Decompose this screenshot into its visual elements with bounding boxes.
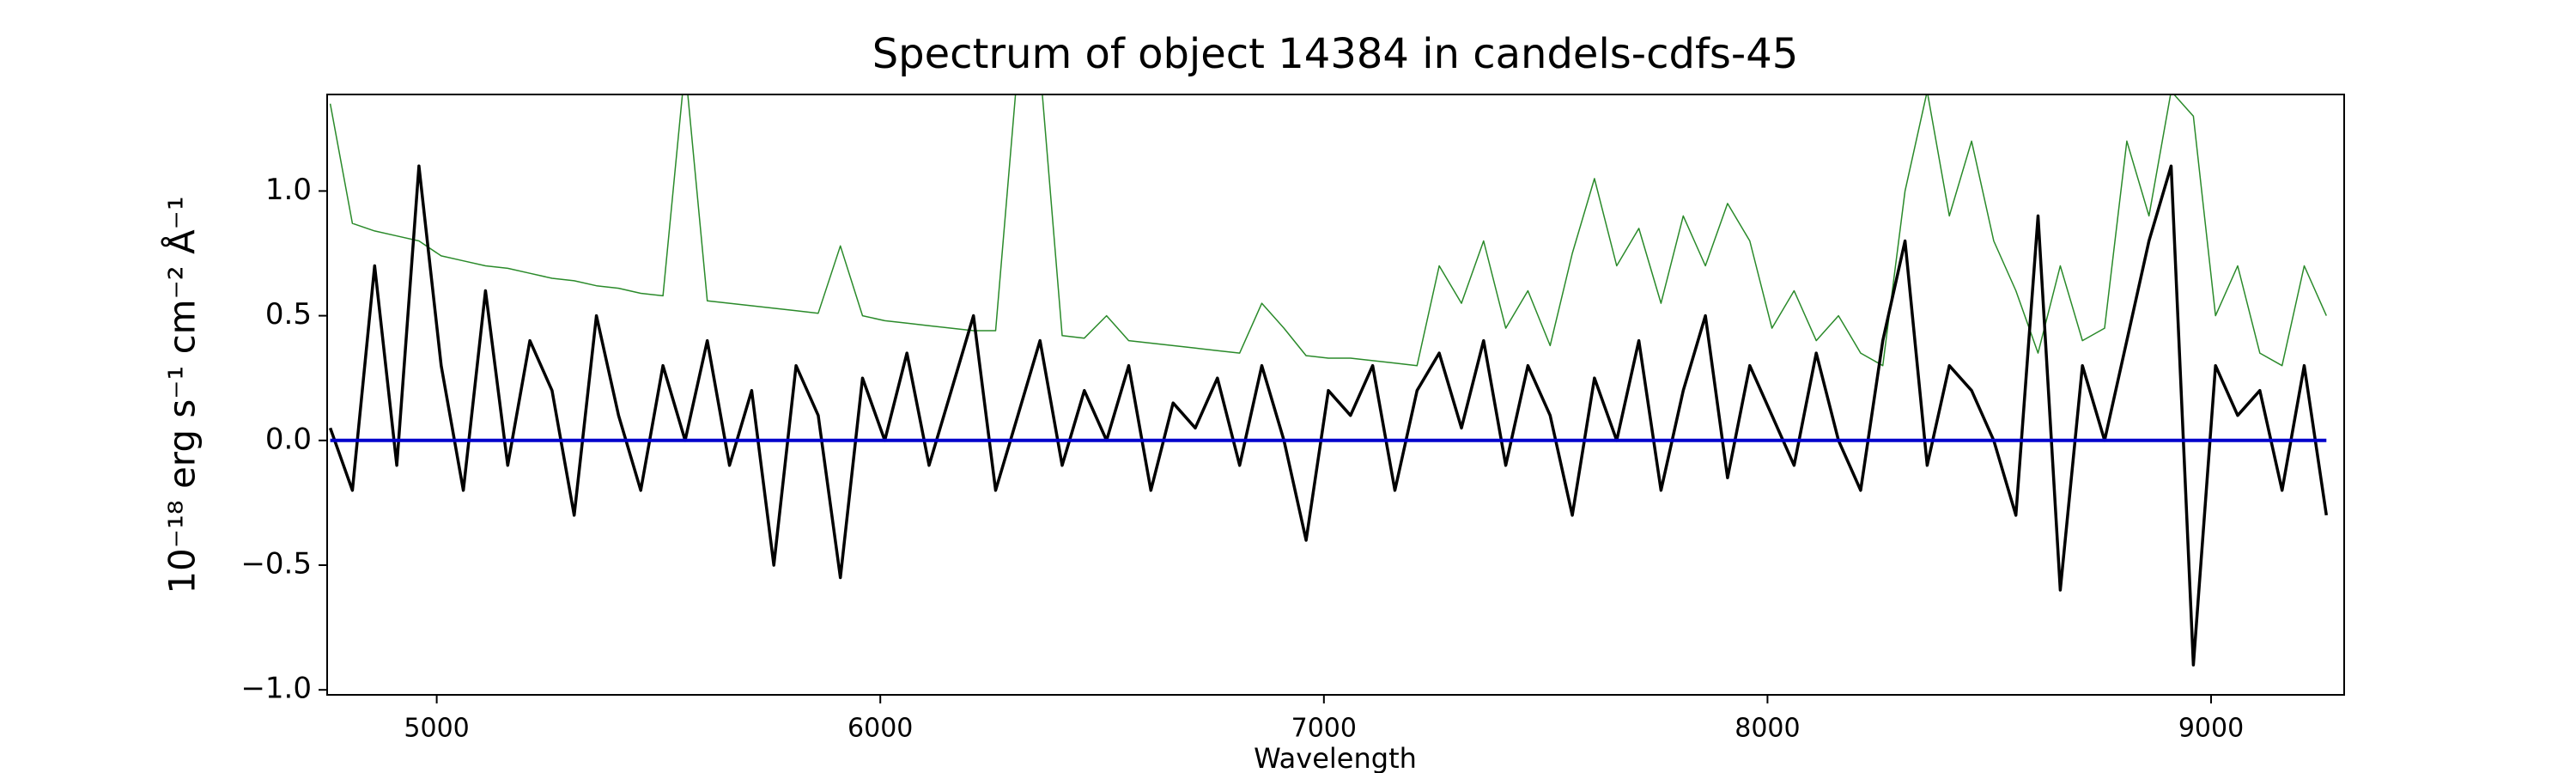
x-tick-label: 8000 <box>1735 714 1800 744</box>
x-tick-label: 9000 <box>2178 714 2244 744</box>
chart-title: Spectrum of object 14384 in candels-cdfs… <box>872 30 1799 78</box>
y-tick-label: 1.0 <box>265 173 312 207</box>
x-tick-label: 5000 <box>404 714 469 744</box>
x-tick-label: 6000 <box>848 714 913 744</box>
y-tick-label: 0.5 <box>265 297 312 332</box>
x-axis-label: Wavelength <box>1254 742 1417 773</box>
spectrum-line <box>329 94 2327 367</box>
x-tick-label: 7000 <box>1291 714 1357 744</box>
plot-frame <box>326 94 2345 696</box>
spectrum-line <box>328 164 2329 666</box>
y-tick-label: −1.0 <box>240 672 312 706</box>
y-tick-label: 0.0 <box>265 422 312 456</box>
y-tick-label: −0.5 <box>240 546 312 581</box>
y-axis-label: 10⁻¹⁸ erg s⁻¹ cm⁻² Å⁻¹ <box>161 196 204 593</box>
